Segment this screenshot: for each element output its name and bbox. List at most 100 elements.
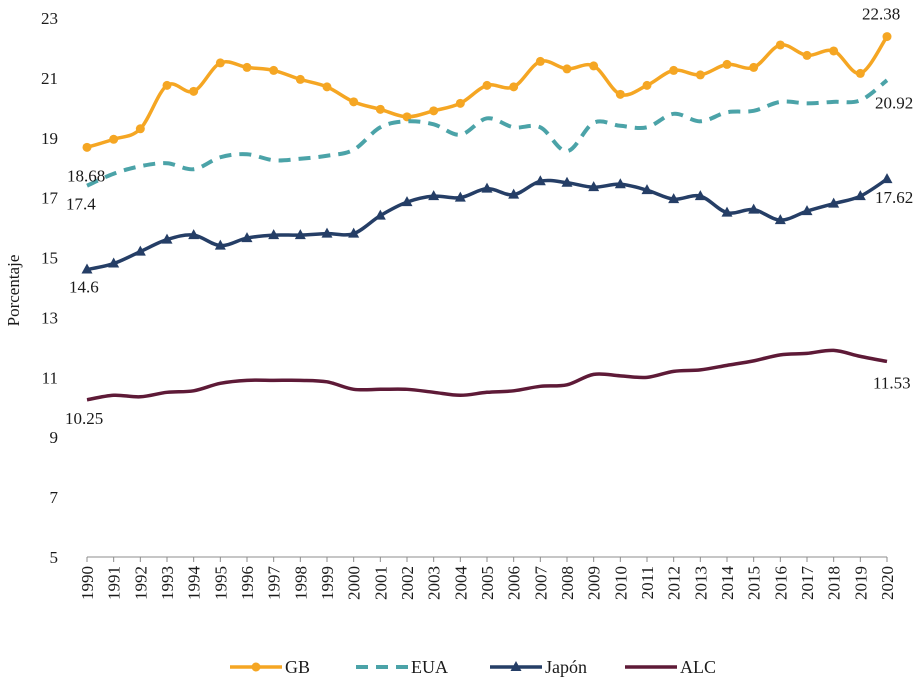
data-label: 17.62 (875, 188, 913, 207)
data-point (268, 229, 280, 240)
data-point (882, 32, 892, 42)
y-tick-label: 13 (41, 308, 58, 327)
x-tick-label: 2008 (558, 566, 577, 600)
data-point (722, 59, 732, 69)
data-point (721, 206, 733, 217)
y-tick-label: 15 (41, 249, 58, 268)
data-point (534, 175, 546, 186)
x-tick-label: 2007 (531, 566, 550, 601)
x-tick-label: 1999 (318, 566, 337, 600)
data-point (215, 58, 225, 68)
data-point (81, 263, 93, 274)
y-tick-label: 7 (50, 488, 59, 507)
x-tick-label: 2002 (398, 566, 417, 600)
x-tick-label: 2004 (451, 566, 470, 601)
legend-item-eua: EUA (356, 657, 448, 677)
data-point (375, 104, 385, 114)
x-tick-label: 1990 (78, 566, 97, 600)
x-tick-label: 2012 (665, 566, 684, 600)
data-point (614, 178, 626, 189)
y-axis-title: Porcentaje (4, 255, 23, 327)
data-point (748, 203, 760, 214)
series-eua (86, 78, 889, 188)
x-tick-label: 1995 (211, 566, 230, 600)
data-label: 17.4 (66, 195, 96, 214)
data-point (429, 106, 439, 116)
data-point (669, 65, 679, 75)
x-tick-label: 1998 (291, 566, 310, 600)
data-point (374, 209, 386, 220)
data-point (561, 176, 573, 187)
data-point (402, 112, 412, 122)
legend-label: GB (285, 657, 310, 677)
data-point (775, 40, 785, 50)
legend-item-gb: GB (230, 657, 310, 677)
data-point (695, 70, 705, 80)
x-tick-label: 2005 (478, 566, 497, 600)
legend: GB EUA Japón ALC (230, 657, 716, 677)
data-point (482, 80, 492, 90)
data-point (481, 182, 493, 193)
series-line-alc (86, 348, 888, 402)
data-point (401, 196, 413, 207)
axes: 5 7 9 11 13 15 17 19 21 23 Porcentaje 1990 1991 1992 1… (4, 9, 897, 600)
series-gb (82, 32, 892, 152)
y-tick-label: 17 (41, 189, 59, 208)
x-tick-label: 2013 (691, 566, 710, 600)
data-point (854, 190, 866, 201)
data-point (108, 257, 120, 268)
data-point (615, 89, 625, 99)
data-point (855, 68, 865, 78)
data-label: 10.25 (65, 409, 103, 428)
y-tick-label: 11 (42, 368, 58, 387)
data-point (774, 214, 786, 225)
x-tick-label: 2019 (851, 566, 870, 600)
data-labels: 18.68 22.38 17.4 20.92 14.6 17.62 10.25 11.53 (65, 5, 913, 428)
x-tick-label: 2003 (425, 566, 444, 600)
data-point (295, 74, 305, 84)
data-point (241, 232, 253, 243)
data-point (828, 197, 840, 208)
data-point (535, 56, 545, 66)
x-tick-label: 1991 (105, 566, 124, 600)
data-point (428, 190, 440, 201)
x-tick-label: 2001 (371, 566, 390, 600)
y-tick-label: 5 (50, 548, 59, 567)
x-tick-label: 2016 (771, 566, 790, 600)
data-point (562, 64, 572, 74)
data-point (881, 173, 893, 184)
data-label: 18.68 (67, 166, 105, 185)
series-alc (86, 348, 888, 402)
data-point (588, 181, 600, 192)
data-label: 20.92 (875, 93, 913, 112)
data-point (135, 124, 145, 134)
y-tick-label: 21 (41, 69, 58, 88)
data-point (134, 245, 146, 256)
data-point (802, 50, 812, 60)
legend-marker (510, 661, 522, 671)
data-point (214, 239, 226, 250)
y-tick-label: 9 (50, 428, 59, 447)
data-point (322, 82, 332, 92)
data-label: 22.38 (862, 5, 900, 24)
data-point (269, 65, 279, 75)
data-point (589, 61, 599, 71)
x-tick-label: 2018 (825, 566, 844, 600)
x-tick-label: 1997 (265, 566, 284, 601)
x-tick-label: 2006 (505, 566, 524, 600)
legend-item-japon: Japón (490, 657, 587, 677)
data-point (641, 184, 653, 195)
series-japon (81, 173, 893, 274)
data-point (321, 227, 333, 238)
data-point (668, 193, 680, 204)
x-tick-label: 2015 (745, 566, 764, 600)
x-tick-label: 2009 (585, 566, 604, 600)
data-point (161, 233, 173, 244)
x-tick-label: 2010 (611, 566, 630, 600)
data-point (348, 227, 360, 238)
data-point (162, 80, 172, 90)
y-tick-label: 23 (41, 9, 58, 28)
x-tick-label: 2020 (878, 566, 897, 600)
data-point (642, 80, 652, 90)
x-tick-label: 1996 (238, 566, 257, 600)
